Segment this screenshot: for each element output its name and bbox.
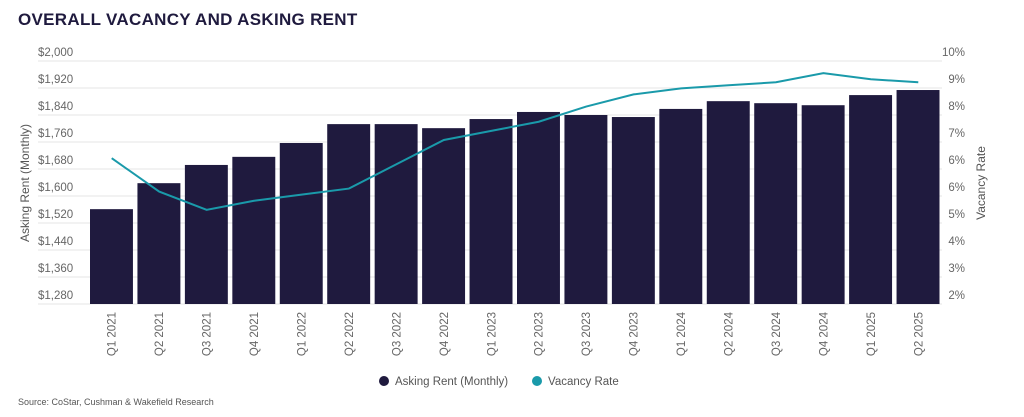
bar (374, 124, 418, 304)
x-tick-label: Q2 2023 (534, 312, 546, 356)
right-tick-label: 10% (942, 47, 965, 59)
legend-label-rent: Asking Rent (Monthly) (395, 376, 508, 388)
left-tick-label: $2,000 (38, 47, 73, 59)
vacancy-line (111, 72, 919, 211)
source-note: Source: CoStar, Cushman & Wakefield Rese… (18, 397, 214, 407)
legend-marker-vacancy (532, 376, 542, 386)
x-tick-label: Q4 2024 (818, 311, 830, 356)
bar (659, 108, 703, 304)
right-tick-label: 6% (948, 155, 965, 167)
x-tick-label: Q2 2024 (724, 311, 736, 356)
x-tick-label: Q4 2022 (439, 312, 451, 356)
bar (706, 101, 750, 304)
left-tick-label: $1,600 (38, 182, 73, 194)
bar (469, 119, 513, 304)
right-tick-label: 5% (948, 209, 965, 221)
bar (232, 156, 276, 304)
chart-title: OVERALL VACANCY AND ASKING RENT (18, 10, 358, 29)
x-tick-label: Q1 2022 (297, 312, 309, 356)
bar (517, 111, 560, 305)
right-tick-label: 8% (948, 101, 965, 113)
bar (279, 143, 323, 304)
bar (90, 209, 133, 304)
left-tick-label: $1,680 (38, 155, 73, 167)
right-axis-label: Vacancy Rate (974, 146, 988, 220)
left-tick-label: $1,920 (38, 74, 73, 86)
bar (849, 95, 893, 305)
right-tick-label: 7% (948, 128, 965, 140)
bar (896, 90, 940, 305)
x-tick-label: Q2 2021 (154, 312, 166, 356)
right-tick-label: 6% (948, 182, 965, 194)
left-tick-label: $1,440 (38, 236, 73, 248)
x-tick-label: Q3 2021 (202, 312, 214, 356)
right-tick-label: 9% (948, 74, 965, 86)
x-tick-label: Q1 2024 (676, 311, 688, 356)
left-tick-label: $1,840 (38, 101, 73, 113)
left-tick-label: $1,760 (38, 128, 73, 140)
right-tick-label: 2% (948, 290, 965, 302)
bar (137, 183, 181, 304)
x-tick-label: Q3 2022 (391, 312, 403, 356)
x-tick-label: Q1 2023 (486, 312, 498, 356)
legend-marker-rent (379, 376, 389, 386)
x-tick-label: Q4 2023 (629, 312, 641, 356)
legend-label-vacancy: Vacancy Rate (548, 376, 619, 388)
x-tick-label: Q3 2023 (581, 312, 593, 356)
x-tick-label: Q4 2021 (249, 312, 261, 356)
x-tick-label: Q1 2021 (107, 312, 119, 356)
left-axis-label: Asking Rent (Monthly) (18, 124, 32, 242)
bar (327, 124, 371, 304)
bar (754, 103, 798, 304)
x-tick-label: Q1 2025 (866, 312, 878, 356)
bar (564, 115, 608, 304)
left-tick-label: $1,280 (38, 290, 73, 302)
right-tick-label: 4% (948, 236, 965, 248)
bar (184, 164, 228, 304)
x-tick-label: Q2 2025 (913, 312, 925, 356)
left-tick-label: $1,360 (38, 263, 73, 275)
x-tick-label: Q3 2024 (771, 311, 783, 356)
left-tick-label: $1,520 (38, 209, 73, 221)
right-tick-label: 3% (948, 263, 965, 275)
bar (801, 105, 845, 305)
bar (611, 117, 655, 305)
x-tick-label: Q2 2022 (344, 312, 356, 356)
bar (422, 128, 466, 304)
